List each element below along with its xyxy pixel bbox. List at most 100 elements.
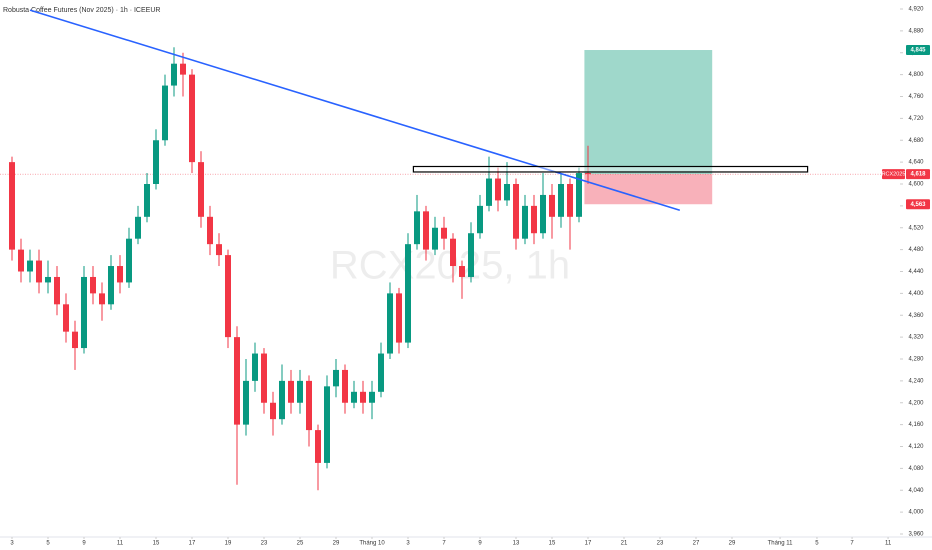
- y-tick-label: 4,040: [908, 488, 924, 494]
- chart-title: Robusta Coffee Futures (Nov 2025) · 1h ·…: [3, 7, 160, 14]
- watermark: RCX2025, 1h: [330, 244, 570, 288]
- y-tick-label: 4,360: [908, 313, 924, 319]
- x-tick-label: 25: [297, 541, 304, 547]
- candle-body: [432, 227, 439, 250]
- candle-body: [261, 353, 268, 403]
- candle-body: [117, 266, 124, 283]
- y-tick-label: 4,760: [908, 94, 924, 100]
- candle-body: [54, 276, 61, 305]
- candle-body: [288, 380, 295, 403]
- y-tick-label: 4,440: [908, 269, 924, 275]
- y-tick-label: 4,280: [908, 357, 924, 363]
- candle-body: [153, 140, 160, 184]
- last-price-label: 4,618: [910, 172, 926, 178]
- y-tick-label: 4,200: [908, 400, 924, 406]
- candle-body: [459, 266, 466, 277]
- candle-body: [27, 260, 34, 272]
- x-tick-label: 9: [82, 541, 86, 547]
- candle-body: [36, 260, 43, 283]
- y-tick-label: 4,160: [908, 422, 924, 428]
- candle-body: [72, 331, 79, 349]
- candle-body: [243, 380, 250, 425]
- x-tick-label: 23: [261, 541, 268, 547]
- symbol-label: RCX2025: [882, 172, 906, 178]
- candle-body: [576, 173, 583, 217]
- y-tick-label: 4,120: [908, 444, 924, 450]
- x-tick-label: 15: [549, 541, 556, 547]
- x-tick-label: 3: [10, 541, 14, 547]
- candle-body: [9, 162, 16, 250]
- candle-body: [423, 211, 430, 250]
- candle-body: [531, 205, 538, 234]
- candle-body: [144, 184, 151, 217]
- candle-body: [450, 238, 457, 267]
- stop-price-label: 4,563: [910, 202, 926, 208]
- y-tick-label: 4,520: [908, 225, 924, 231]
- x-tick-label: 13: [513, 541, 520, 547]
- x-tick-label: 9: [478, 541, 482, 547]
- candle-body: [225, 255, 232, 338]
- symbol-label-box: [882, 169, 905, 180]
- x-tick-label: 7: [442, 541, 446, 547]
- candle-body: [63, 304, 70, 332]
- candle-body: [216, 244, 223, 256]
- x-tick-label: 5: [815, 541, 819, 547]
- x-tick-label: 7: [850, 541, 854, 547]
- target-price-label: 4,845: [910, 48, 926, 54]
- candle-body: [135, 216, 142, 239]
- candle-body: [522, 205, 529, 239]
- candle-body: [315, 430, 322, 463]
- y-tick-label: 4,000: [908, 510, 924, 516]
- price-axis: [900, 0, 932, 550]
- y-tick-label: 4,600: [908, 182, 924, 188]
- y-tick-label: 3,960: [908, 532, 924, 538]
- candle-body: [378, 353, 385, 392]
- loss-zone: [584, 174, 713, 205]
- candle-body: [45, 276, 52, 283]
- candle-body: [99, 293, 106, 305]
- candle-body: [414, 211, 421, 245]
- candle-body: [324, 386, 331, 463]
- candle-body: [306, 380, 313, 431]
- y-tick-label: 4,680: [908, 138, 924, 144]
- candle-body: [369, 391, 376, 403]
- candle-body: [189, 74, 196, 163]
- x-tick-label: 29: [333, 541, 340, 547]
- candle-body: [90, 276, 97, 294]
- last-price-label-box: [906, 169, 930, 180]
- candle-body: [207, 216, 214, 245]
- candle-body: [297, 380, 304, 403]
- x-tick-label: 19: [225, 541, 232, 547]
- y-tick-label: 4,400: [908, 291, 924, 297]
- y-tick-label: 4,920: [908, 7, 924, 13]
- candle-body: [342, 369, 349, 403]
- trend-line: [29, 9, 681, 212]
- candle-body: [387, 293, 394, 354]
- candle-body: [405, 244, 412, 343]
- candle-body: [279, 380, 286, 420]
- candle-body: [396, 293, 403, 343]
- x-tick-label: 23: [657, 541, 664, 547]
- candle-body: [360, 391, 367, 403]
- y-tick-label: 4,720: [908, 116, 924, 122]
- y-tick-label: 4,480: [908, 247, 924, 253]
- candle-body: [252, 353, 259, 381]
- target-price-label-box: [906, 45, 930, 56]
- y-tick-label: 4,640: [908, 160, 924, 166]
- y-tick-label: 4,800: [908, 72, 924, 78]
- candle-body: [486, 178, 493, 206]
- x-tick-label: 21: [621, 541, 628, 547]
- y-tick-label: 4,080: [908, 466, 924, 472]
- x-tick-label: 17: [189, 541, 196, 547]
- candle-body: [81, 276, 88, 349]
- candle-body: [162, 85, 169, 141]
- candle-body: [558, 184, 565, 217]
- candle-body: [504, 184, 511, 201]
- x-tick-label: 27: [693, 541, 700, 547]
- candle-body: [171, 63, 178, 86]
- x-tick-label: 17: [585, 541, 592, 547]
- candle-body: [198, 162, 205, 217]
- candle-body: [180, 63, 187, 75]
